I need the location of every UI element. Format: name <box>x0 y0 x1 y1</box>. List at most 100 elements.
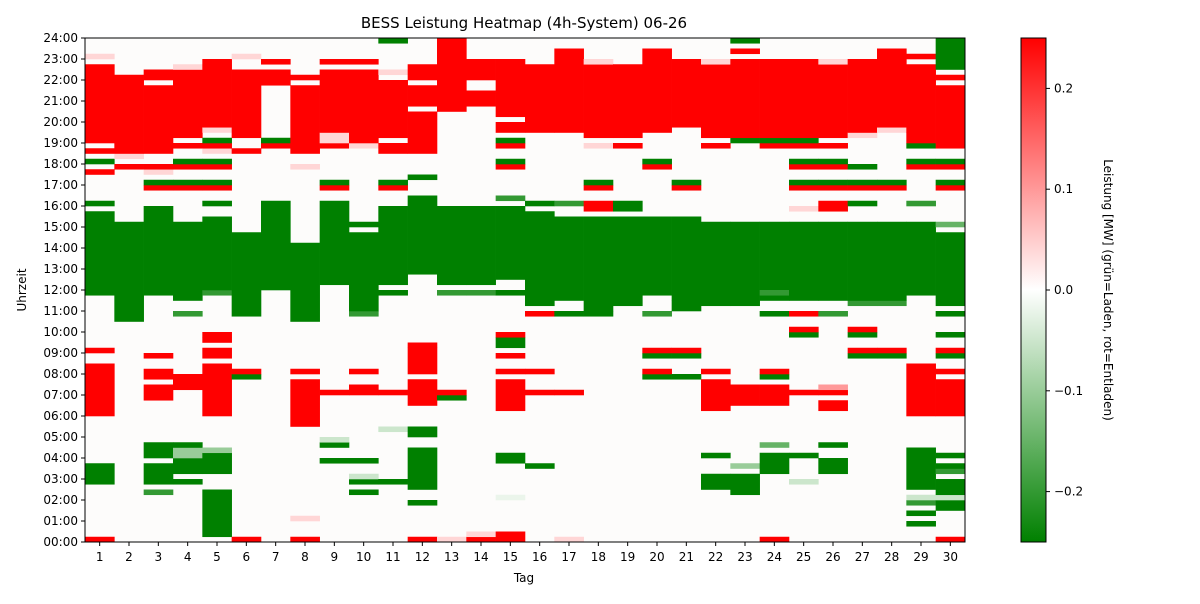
y-tick-label: 19:00 <box>43 136 78 150</box>
heatmap-cell <box>642 158 672 165</box>
heatmap-cell <box>613 200 643 212</box>
heatmap-cell <box>613 64 643 139</box>
heatmap-cell <box>759 143 790 149</box>
heatmap-cell <box>349 232 379 312</box>
heatmap-cell <box>202 59 232 128</box>
x-tick-label: 6 <box>243 550 251 564</box>
heatmap-cell <box>525 389 555 396</box>
heatmap-cell <box>525 311 555 317</box>
heatmap-cell <box>378 290 408 296</box>
x-tick-label: 22 <box>708 550 723 564</box>
x-axis-label: Tag <box>513 571 534 585</box>
heatmap-cell <box>231 536 262 543</box>
x-tick-label: 28 <box>884 550 899 564</box>
x-tick-label: 5 <box>213 550 221 564</box>
heatmap-cell <box>495 452 526 464</box>
heatmap-cell <box>143 185 174 191</box>
heatmap-cell <box>789 206 819 212</box>
heatmap-cell <box>906 510 936 517</box>
heatmap-cell <box>730 221 760 307</box>
heatmap-cell <box>495 206 526 280</box>
x-tick-label: 23 <box>737 550 752 564</box>
heatmap-cell <box>554 48 584 133</box>
heatmap-cell <box>495 368 526 375</box>
heatmap-cell <box>671 185 702 191</box>
heatmap-cell <box>906 521 936 527</box>
heatmap-cell <box>613 216 643 307</box>
heatmap-cell <box>935 232 966 307</box>
heatmap-cell <box>789 452 819 459</box>
y-tick-label: 20:00 <box>43 115 78 129</box>
heatmap-cell <box>759 536 790 543</box>
heatmap-cell <box>789 185 819 191</box>
x-tick-label: 11 <box>385 550 400 564</box>
heatmap-cell <box>290 515 320 522</box>
heatmap-cell <box>143 164 174 170</box>
heatmap-cell <box>202 489 232 538</box>
heatmap-cell <box>173 458 203 475</box>
heatmap-cell <box>906 221 936 296</box>
heatmap-cell <box>935 74 966 81</box>
heatmap-cell <box>935 85 966 149</box>
x-tick-label: 26 <box>825 550 840 564</box>
heatmap-cell <box>378 69 408 76</box>
heatmap-cell <box>789 143 819 149</box>
heatmap-cell <box>818 221 848 301</box>
heatmap-cell <box>495 195 526 202</box>
heatmap-cell <box>202 185 232 191</box>
heatmap-cell <box>85 169 115 175</box>
heatmap-cell <box>789 179 819 186</box>
x-tick-label: 16 <box>532 550 547 564</box>
heatmap-cell <box>906 64 936 133</box>
heatmap-cell <box>143 85 174 154</box>
heatmap-cell <box>231 232 262 317</box>
heatmap-cell <box>319 389 350 396</box>
heatmap-cell <box>701 64 731 139</box>
heatmap-cell <box>495 164 526 170</box>
heatmap-cell <box>554 536 584 543</box>
heatmap-cell <box>378 80 408 139</box>
colorbar-tick-label: 0.2 <box>1054 81 1073 95</box>
heatmap-cell <box>847 332 878 338</box>
heatmap-cell <box>847 300 878 307</box>
heatmap-cell <box>231 69 262 139</box>
heatmap-cell <box>378 179 408 186</box>
heatmap-cell <box>143 169 174 175</box>
colorbar-tick-label: −0.1 <box>1054 384 1083 398</box>
heatmap-cell <box>906 53 936 60</box>
heatmap-cell <box>759 137 790 144</box>
heatmap-cell <box>173 179 203 186</box>
heatmap-cell <box>349 59 379 65</box>
heatmap-cell <box>935 179 966 186</box>
heatmap-cell <box>789 221 819 301</box>
heatmap-cell <box>818 64 848 139</box>
heatmap-cell <box>759 64 790 139</box>
heatmap-cell <box>143 69 174 81</box>
heatmap-cell <box>407 342 438 349</box>
heatmap-cell <box>877 353 907 359</box>
heatmap-cell <box>701 59 731 65</box>
heatmap-cell <box>319 200 350 286</box>
heatmap-cell <box>818 164 848 170</box>
heatmap-cell <box>85 148 115 154</box>
x-tick-label: 3 <box>155 550 163 564</box>
heatmap-cell <box>202 158 232 165</box>
heatmap-cell <box>525 211 555 307</box>
x-tick-label: 18 <box>591 550 606 564</box>
heatmap-cell <box>906 200 936 207</box>
heatmap-cell <box>906 132 936 144</box>
heatmap-cell <box>85 158 115 165</box>
heatmap-cell <box>378 143 408 154</box>
heatmap-cell <box>378 185 408 191</box>
y-tick-label: 13:00 <box>43 262 78 276</box>
heatmap-cell <box>701 379 731 406</box>
heatmap-cell <box>143 384 174 401</box>
heatmap-cell <box>759 59 790 65</box>
heatmap-cell <box>583 59 614 65</box>
heatmap-cell <box>759 452 790 475</box>
y-tick-label: 03:00 <box>43 472 78 486</box>
heatmap-cell <box>730 137 760 144</box>
heatmap-cell <box>877 221 907 301</box>
heatmap-cell <box>495 158 526 165</box>
